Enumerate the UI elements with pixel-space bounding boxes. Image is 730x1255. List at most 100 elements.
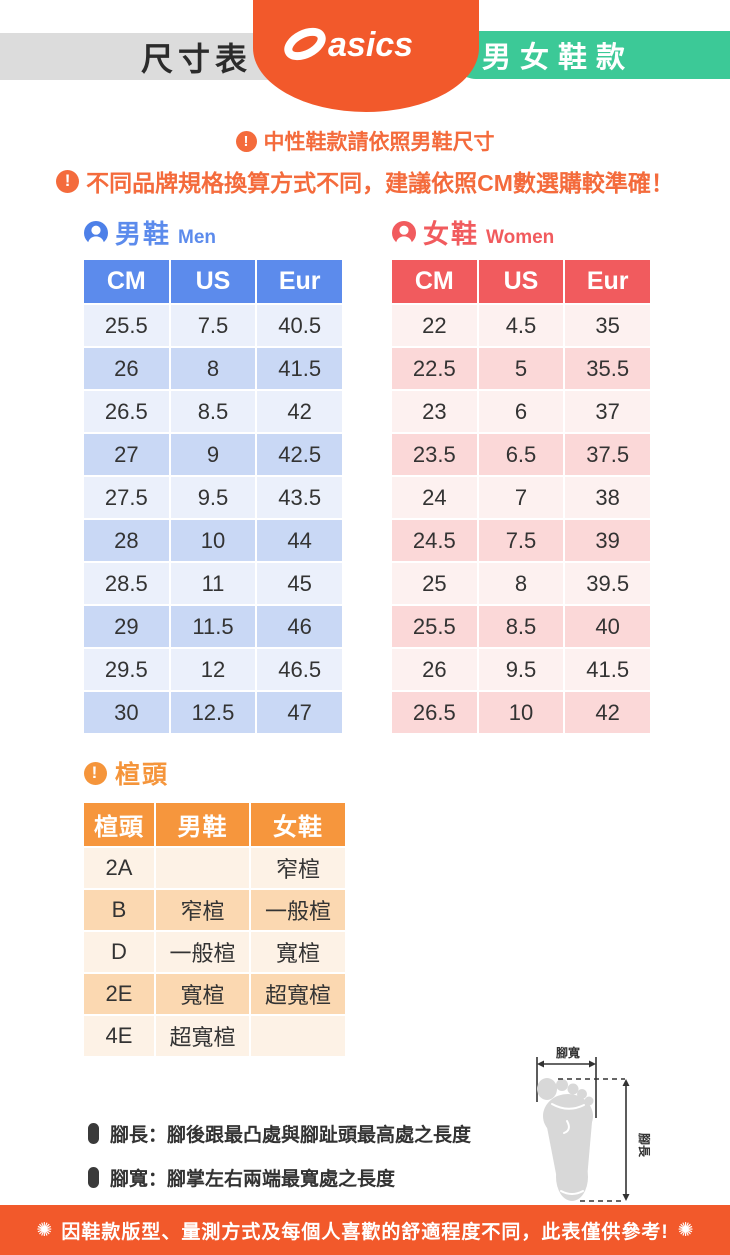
table-row: 30 12.5 47 [82,690,344,735]
foot-length-label: 腳長 [637,1133,652,1158]
table-cell: 46 [255,604,344,649]
women-size-table: CM US Eur 22 4.5 35 22.5 5 35.5 23 6 37 23.5 6.5 37.5… [390,258,652,735]
table-cell: 寬楦 [249,930,347,974]
person-icon [392,220,416,245]
table-cell: 窄楦 [154,888,251,932]
table-cell: 25.5 [82,303,171,348]
table-row: 4E 超寬楦 [82,1014,347,1058]
women-section: 女鞋 Women CM US Eur 22 4.5 35 22.5 5 35.5 23 6 37 23… [390,214,652,735]
table-row: 26 8 41.5 [82,346,344,391]
table-cell: 9.5 [476,647,566,692]
starburst-icon: ✺ [677,1219,694,1241]
table-row: 29 11.5 46 [82,604,344,649]
men-section: 男鞋 Men CM US Eur 25.5 7.5 40.5 26 8 41.5 26.5 8.5… [82,214,344,735]
foot-length-note-text: 腳長：腳後跟最凸處與腳趾頭最高處之長度 [110,1125,472,1146]
last-header-row: 楦頭 男鞋 女鞋 [82,801,347,848]
table-cell: 35 [563,303,652,348]
table-cell: 2A [82,846,156,890]
table-row: 23.5 6.5 37.5 [390,432,652,477]
size-tables: 男鞋 Men CM US Eur 25.5 7.5 40.5 26 8 41.5 26.5 8.5… [82,214,730,735]
foot-measurement-diagram: 腳寬 [536,1045,652,1202]
table-cell: 28.5 [82,561,171,606]
table-row: 23 6 37 [390,389,652,434]
table-row: 27 9 42.5 [82,432,344,477]
width-arrow [536,1057,597,1118]
notice-brand-conversion: ! 不同品牌規格換算方式不同，建議依照CM數選購較準確！ [56,164,674,198]
table-row: 22.5 5 35.5 [390,346,652,391]
category-badge: 男女鞋款 [452,31,730,79]
size-chart-badge: 尺寸表 [0,33,292,80]
last-width-table: 楦頭 男鞋 女鞋 2A 窄楦 B 窄楦 一般楦 D 一般楦 寬楦 2E 寬楦 超寬楦 4E 超寬楦 [82,801,347,1058]
person-icon [84,220,108,245]
column-header: 男鞋 [154,801,251,848]
disclaimer-text: 因鞋款版型、量測方式及每個人喜歡的舒適程度不同，此表僅供參考! [61,1221,669,1243]
last-table-body: 2A 窄楦 B 窄楦 一般楦 D 一般楦 寬楦 2E 寬楦 超寬楦 4E 超寬楦 [82,846,347,1058]
exclamation-icon: ! [56,169,80,193]
table-cell: 7.5 [168,303,258,348]
foot-width-note: 腳寬：腳掌左右兩端最寬處之長度 [88,1164,730,1191]
foot-width-label: 腳寬 [556,1045,580,1060]
table-cell: 27.5 [82,475,171,520]
table-row: 28 10 44 [82,518,344,563]
table-cell: 26 [390,647,479,692]
table-cell: 25.5 [390,604,479,649]
foot-width-note-text: 腳寬：腳掌左右兩端最寬處之長度 [110,1169,396,1190]
table-cell: 42.5 [255,432,344,477]
women-title-zh: 女鞋 [423,219,480,249]
asics-logo: asics [284,26,413,64]
table-cell [249,1014,347,1058]
table-cell: 11.5 [168,604,258,649]
table-cell: 26.5 [82,389,171,434]
foot-silhouette [537,1078,594,1201]
table-cell: 44 [255,518,344,563]
asics-wordmark: asics [328,26,413,64]
table-row: 26 9.5 41.5 [390,647,652,692]
table-cell: 8 [476,561,566,606]
notice-text: 中性鞋款請依照男鞋尺寸 [263,131,495,154]
disclaimer-bar: ✺ 因鞋款版型、量測方式及每個人喜歡的舒適程度不同，此表僅供參考! ✺ [0,1205,730,1255]
column-header: Eur [255,258,344,305]
table-cell: 8.5 [476,604,566,649]
table-cell: 10 [168,518,258,563]
table-cell: 24 [390,475,479,520]
measurement-area: 腳長：腳後跟最凸處與腳趾頭最高處之長度 腳寬：腳掌左右兩端最寬處之長度 腳寬 [88,1045,730,1234]
men-section-title: 男鞋 Men [84,214,344,251]
table-cell: 27 [82,432,171,477]
table-cell: 42 [255,389,344,434]
bullet-icon [88,1167,99,1188]
table-cell: 9.5 [168,475,258,520]
table-cell: 6.5 [476,432,566,477]
table-cell: 5 [476,346,566,391]
table-row: 2E 寬楦 超寬楦 [82,972,347,1016]
table-cell: 12 [168,647,258,692]
column-header: Eur [563,258,652,305]
table-row: 25.5 8.5 40 [390,604,652,649]
size-chart-label: 尺寸表 [140,40,252,77]
table-cell: 7.5 [476,518,566,563]
table-cell: 45 [255,561,344,606]
table-cell: 35.5 [563,346,652,391]
table-row: 24.5 7.5 39 [390,518,652,563]
men-title-en: Men [178,227,217,248]
table-cell: B [82,888,156,932]
table-cell: 4.5 [476,303,566,348]
women-table-body: 22 4.5 35 22.5 5 35.5 23 6 37 23.5 6.5 37.5 24 7 38 24.… [390,303,652,735]
table-cell: 26 [82,346,171,391]
table-cell: 29.5 [82,647,171,692]
table-cell: 47 [255,690,344,735]
table-cell: 26.5 [390,690,479,735]
table-cell: 24.5 [390,518,479,563]
notice-text: 不同品牌規格換算方式不同，建議依照CM數選購較準確！ [86,170,674,196]
starburst-icon: ✺ [36,1219,53,1241]
women-title-en: Women [486,227,555,248]
table-row: 26.5 8.5 42 [82,389,344,434]
table-cell: 40 [563,604,652,649]
bullet-icon [88,1123,99,1144]
table-cell: 39 [563,518,652,563]
table-cell: 一般楦 [154,930,251,974]
measurement-notes: 腳長：腳後跟最凸處與腳趾頭最高處之長度 腳寬：腳掌左右兩端最寬處之長度 [88,1106,730,1191]
men-size-table: CM US Eur 25.5 7.5 40.5 26 8 41.5 26.5 8.5 42 27 9 42… [82,258,344,735]
table-cell: 10 [476,690,566,735]
column-header: US [476,258,566,305]
table-row: 27.5 9.5 43.5 [82,475,344,520]
